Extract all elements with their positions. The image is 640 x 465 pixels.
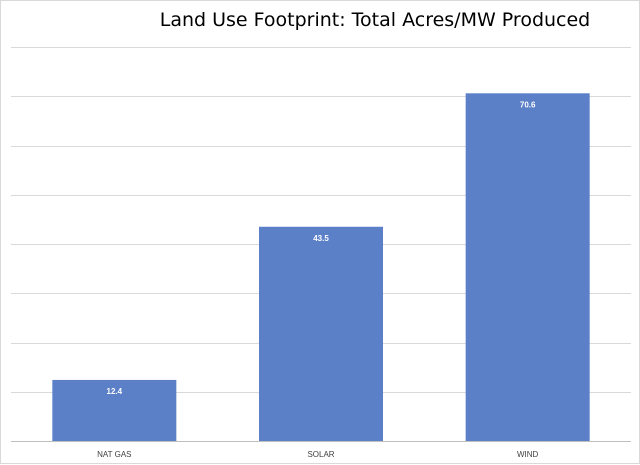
x-tick-label-solar: SOLAR — [307, 450, 334, 459]
data-label-nat-gas: 12.4 — [107, 387, 123, 396]
bars — [52, 93, 590, 442]
x-tick-label-wind: WIND — [517, 450, 539, 459]
x-tick-label-nat-gas: NAT GAS — [97, 450, 131, 459]
data-label-solar: 43.5 — [313, 234, 329, 243]
data-label-wind: 70.6 — [520, 100, 536, 109]
bar-solar — [259, 226, 383, 441]
bar-wind — [465, 93, 590, 442]
bar-nat-gas — [52, 379, 177, 441]
labels: 12.4 NAT GAS 43.5 SOLAR 70.6 WIND — [97, 100, 538, 459]
chart-title: Land Use Footprint: Total Acres/MW Produ… — [159, 9, 591, 31]
